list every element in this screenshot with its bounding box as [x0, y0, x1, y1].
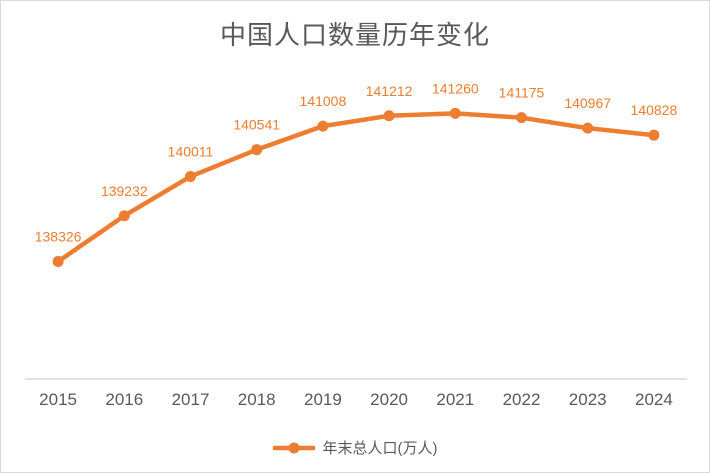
data-label: 141212	[366, 83, 413, 99]
data-label: 139232	[101, 183, 148, 199]
data-point	[582, 122, 594, 134]
x-axis-tick-label: 2016	[105, 390, 143, 409]
x-axis-tick-label: 2019	[304, 390, 342, 409]
data-point	[52, 256, 64, 268]
legend: 年末总人口(万人)	[1, 437, 709, 458]
x-axis-tick-label: 2024	[635, 390, 673, 409]
data-label: 140011	[168, 143, 214, 159]
data-point	[648, 129, 660, 141]
series-line	[55, 111, 657, 264]
data-label: 141008	[300, 93, 347, 109]
x-axis-tick-label: 2018	[238, 390, 276, 409]
x-axis-tick-label: 2015	[39, 390, 77, 409]
x-axis-tick-label: 2020	[370, 390, 408, 409]
data-label: 141175	[499, 85, 545, 101]
data-label: 140541	[233, 117, 280, 133]
x-axis-tick-label: 2022	[503, 390, 541, 409]
data-label: 140967	[564, 95, 611, 111]
legend-series-label: 年末总人口(万人)	[322, 440, 438, 457]
data-point	[251, 144, 263, 156]
legend-line-marker-icon	[272, 442, 315, 453]
data-point	[516, 112, 527, 124]
data-point	[449, 107, 461, 119]
chart-title: 中国人口数量历年变化	[219, 20, 490, 50]
data-point	[185, 170, 196, 182]
data-label: 141260	[432, 80, 479, 96]
x-axis-tick-label: 2017	[172, 390, 210, 409]
data-label: 140828	[631, 102, 678, 118]
x-axis-tick-label: 2021	[436, 390, 474, 409]
data-point	[383, 110, 395, 122]
data-point	[118, 210, 130, 222]
x-axis-tick-label: 2023	[569, 390, 607, 409]
data-label: 138326	[35, 229, 82, 245]
data-point	[317, 120, 329, 132]
